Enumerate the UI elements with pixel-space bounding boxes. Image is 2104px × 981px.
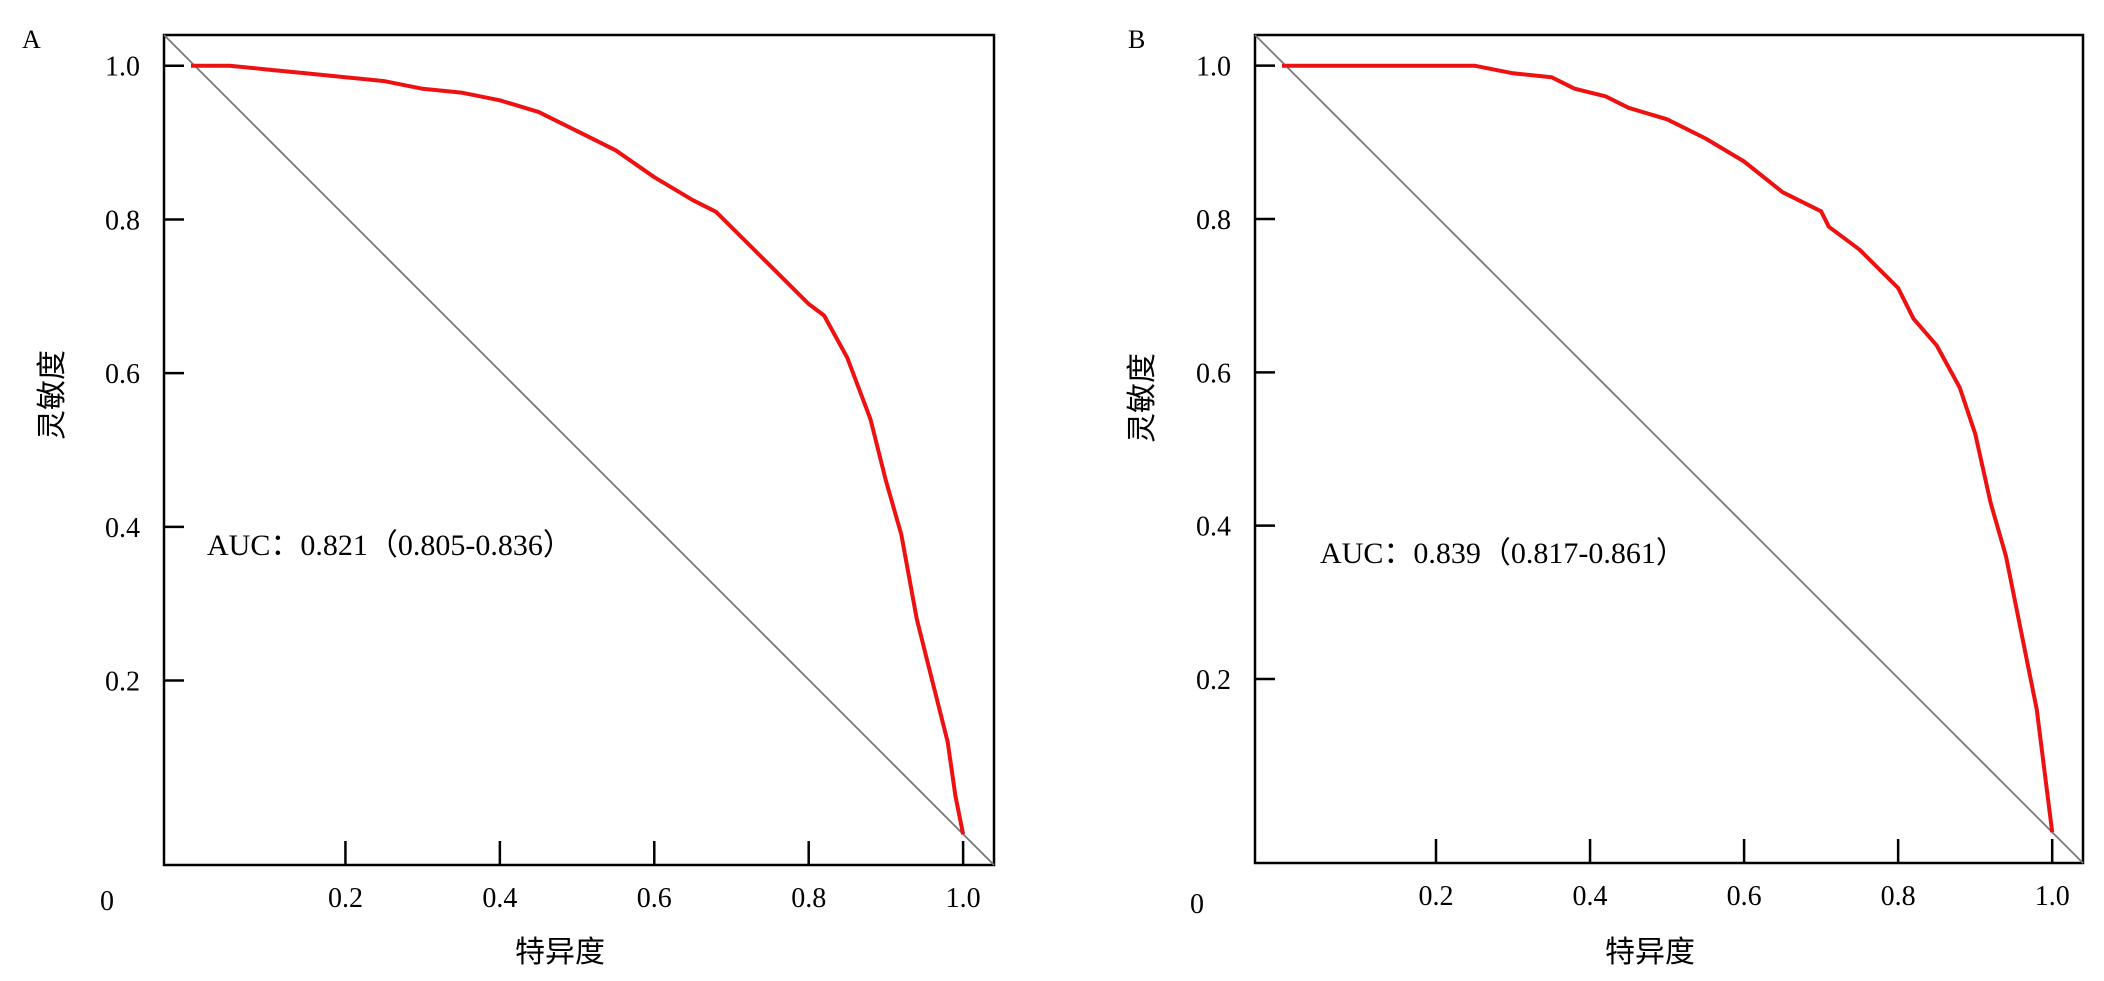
panel-b-origin-label: 0 bbox=[1190, 889, 1204, 920]
panel-a-y-axis-label: 灵敏度 bbox=[35, 350, 70, 440]
panel-b-x-tick-label: 0.2 bbox=[1419, 881, 1454, 912]
panel-b-x-tick-label: 0.6 bbox=[1727, 881, 1762, 912]
panel-b-x-axis-label: 特异度 bbox=[1605, 935, 1695, 970]
panel-b-y-tick-label: 0.8 bbox=[1196, 205, 1231, 236]
panel-a-auc-annotation: AUC：0.821（0.805-0.836） bbox=[207, 529, 573, 562]
panel-a-y-tick-label: 0.8 bbox=[105, 205, 140, 236]
panel-a-letter: A bbox=[22, 25, 41, 54]
panel-b-x-tick-label: 1.0 bbox=[2035, 881, 2070, 912]
panel-b: B 0.2 0.4 0.6 0.8 1.0 0.20.40.60.81.0 0 特异度 … bbox=[1125, 25, 2085, 970]
panel-b-x-tick-label: 0.4 bbox=[1573, 881, 1608, 912]
panel-a-roc-curve bbox=[191, 63, 966, 835]
panel-a-reference-line bbox=[163, 34, 995, 866]
panel-a-x-tick-label: 1.0 bbox=[946, 883, 981, 914]
panel-b-y-tick-label: 0.4 bbox=[1196, 512, 1231, 543]
panel-a-y-tick-label: 0.2 bbox=[105, 667, 140, 698]
panel-a-x-tick-label: 0.6 bbox=[637, 883, 672, 914]
panel-b-x-tick-label: 0.8 bbox=[1881, 881, 1916, 912]
panel-a: A 0.2 0.4 0.6 0.8 1.0 0.20.40.60.81.0 0 特异度 … bbox=[22, 25, 996, 970]
panel-a-x-tick-label: 0.2 bbox=[328, 883, 363, 914]
panel-a-x-tick-label: 0.4 bbox=[482, 883, 517, 914]
panel-a-y-tick-label: 1.0 bbox=[105, 52, 140, 83]
panel-b-frame bbox=[1253, 33, 2085, 865]
panel-b-auc-annotation: AUC：0.839（0.817-0.861） bbox=[1320, 537, 1686, 570]
panel-b-reference-line bbox=[1254, 34, 2084, 864]
panel-b-y-tick-label: 0.2 bbox=[1196, 665, 1231, 696]
panel-b-y-tick-label: 0.6 bbox=[1196, 358, 1231, 389]
panel-a-x-ticks: 0.2 0.4 0.6 0.8 1.0 bbox=[328, 841, 981, 914]
panel-b-y-axis-label: 灵敏度 bbox=[1125, 353, 1160, 443]
panel-a-origin-label: 0 bbox=[100, 886, 114, 917]
panel-a-y-ticks: 0.2 0.4 0.6 0.8 1.0 bbox=[105, 52, 184, 698]
panel-a-x-tick-label: 0.8 bbox=[791, 883, 826, 914]
panel-b-letter: B bbox=[1128, 25, 1145, 54]
panel-a-x-axis-label: 特异度 bbox=[515, 935, 605, 970]
panel-b-y-tick-label: 1.0 bbox=[1196, 52, 1231, 83]
panel-b-roc-curve bbox=[1282, 63, 2055, 833]
panel-a-y-tick-label: 0.6 bbox=[105, 359, 140, 390]
panel-a-frame bbox=[162, 33, 996, 867]
panel-b-y-ticks: 0.2 0.4 0.6 0.8 1.0 bbox=[1196, 52, 1275, 696]
panel-b-x-ticks: 0.2 0.4 0.6 0.8 1.0 bbox=[1419, 839, 2070, 912]
panel-a-y-tick-label: 0.4 bbox=[105, 513, 140, 544]
